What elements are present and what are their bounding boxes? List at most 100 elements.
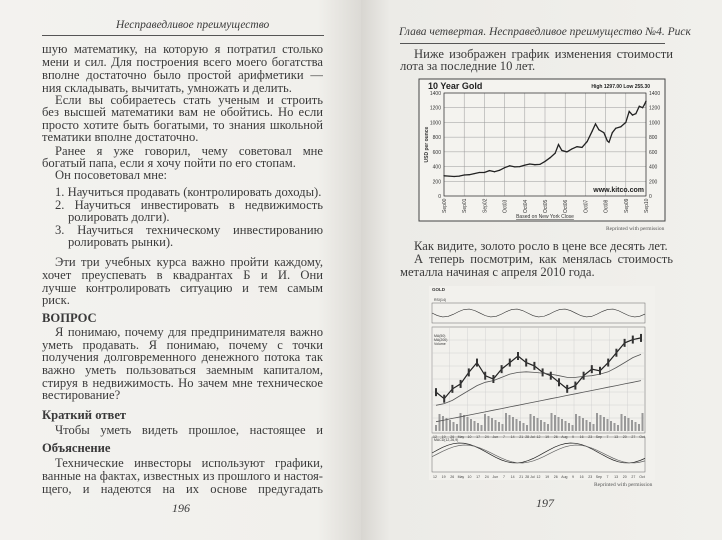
data-point [478, 171, 480, 174]
data-point [509, 165, 511, 167]
text-line: лучше контролировать ситуацию и тем самы… [42, 281, 323, 295]
volume-bar [477, 423, 479, 431]
x-tick-label: 24 [485, 475, 489, 479]
text-line: 2. Научиться инвестировать в недвижимост… [55, 198, 323, 212]
volume-bar [568, 423, 570, 431]
data-point [529, 163, 531, 165]
text-line: Если вы собираетесь стать ученым и строи… [55, 93, 323, 107]
x-axis-label: Based on New York Close [516, 214, 574, 220]
candlestick [615, 348, 618, 357]
volume-bar [631, 420, 633, 431]
x-tick-label: 17 [476, 475, 480, 479]
x-tick-label: 19 [545, 475, 549, 479]
chart-subtitle: High 1297.00 Low 255.30 [591, 84, 650, 90]
text-line: Ниже изображен график изменения стоимост… [414, 47, 673, 61]
credit-note: Reprinted with permission [594, 482, 653, 488]
gold-stockcharts-chart: GOLD121219192626MayMay101017172424JunJun… [429, 286, 655, 480]
data-point [645, 100, 647, 102]
candlestick [459, 379, 462, 388]
volume-bar [484, 414, 486, 431]
y-tick-label-left: 200 [433, 179, 442, 185]
volume-bar [575, 414, 577, 431]
y-tick-label-right: 1000 [649, 120, 660, 126]
text-line: важно уметь пользоваться заемным капитал… [42, 363, 323, 377]
x-tick-label: 13 [614, 475, 618, 479]
x-tick-label: Aug [561, 435, 567, 439]
volume-bar [498, 422, 500, 431]
text-line: Эти три учебных курса важно пройти каждо… [55, 255, 323, 269]
x-tick-label: Sep00 [442, 198, 448, 213]
volume-bar [592, 424, 595, 431]
x-tick-label: 26 [554, 435, 558, 439]
x-tick-label: May [458, 435, 465, 439]
volume-bar [522, 423, 525, 431]
volume-bar [470, 419, 472, 431]
volume-bar [550, 413, 553, 431]
data-point [581, 146, 583, 149]
x-tick-label: Oct [639, 435, 644, 439]
text-line: Он посоветовал мне: [55, 168, 168, 182]
candlestick [508, 358, 511, 367]
x-tick-label: Oct06 [563, 199, 569, 213]
x-tick-label: 20 [623, 435, 627, 439]
volume-bar [638, 424, 640, 431]
data-point [638, 105, 640, 107]
x-tick-label: 23 [588, 435, 592, 439]
x-tick-label: 12 [537, 435, 541, 439]
x-tick-label: Sep09 [624, 198, 630, 213]
x-tick-label: 10 [468, 435, 472, 439]
candlestick [549, 371, 552, 380]
data-point [631, 114, 634, 116]
data-point [642, 107, 644, 109]
x-tick-label: Aug [561, 475, 567, 479]
x-tick-label: 17 [476, 435, 480, 439]
candlestick [443, 394, 446, 403]
data-point [453, 175, 455, 178]
text-line: уметь продавать. Я понимаю, почему с точ… [42, 338, 323, 352]
volume-bar [529, 414, 532, 431]
candlestick [533, 361, 536, 370]
text-line: ролировать рынки). [68, 235, 174, 249]
x-tick-label: 20 [623, 475, 627, 479]
x-tick-label: 16 [580, 435, 584, 439]
header-rule [42, 35, 324, 36]
text-line: вестирование? [42, 388, 121, 402]
volume-bar [452, 422, 455, 431]
volume-bar [540, 420, 542, 431]
volume-bar [596, 413, 598, 431]
x-tick-label: Oct08 [604, 199, 610, 213]
x-tick-label: 10 [468, 475, 472, 479]
volume-bar [610, 421, 612, 431]
volume-bar [564, 421, 567, 431]
text-line: без высшей математики вам не обойтись. Н… [42, 105, 323, 119]
data-point [448, 175, 450, 177]
x-tick-label: 9 [572, 475, 574, 479]
volume-bar [585, 420, 588, 431]
candlestick [476, 358, 478, 367]
data-point [620, 126, 622, 128]
data-point [625, 121, 627, 124]
data-point [544, 160, 546, 163]
x-tick-label: 19 [442, 435, 446, 439]
volume-bar [449, 420, 451, 431]
right-page: Глава четвертая. Несправедливое преимуще… [361, 0, 722, 540]
section-heading: Краткий ответ [42, 408, 127, 422]
volume-bar [554, 415, 556, 431]
candlestick [574, 381, 577, 390]
volume-bar [508, 415, 511, 431]
x-tick-label: May [458, 475, 465, 479]
data-point [643, 104, 645, 106]
data-point [539, 163, 541, 165]
volume-bar [515, 419, 518, 431]
text-line: ролировать долги). [68, 210, 170, 224]
x-tick-label: 24 [485, 435, 489, 439]
x-tick-label: 13 [614, 435, 618, 439]
text-line: богатый папа, если я хочу пойти по его с… [42, 156, 296, 170]
macd-line [431, 442, 646, 464]
x-tick-label: Oct04 [523, 199, 529, 213]
page-number: 196 [172, 501, 190, 515]
x-tick-label: 12 [433, 475, 437, 479]
series-ma-50- [435, 354, 642, 406]
volume-bar [505, 413, 507, 431]
data-point [603, 132, 605, 134]
